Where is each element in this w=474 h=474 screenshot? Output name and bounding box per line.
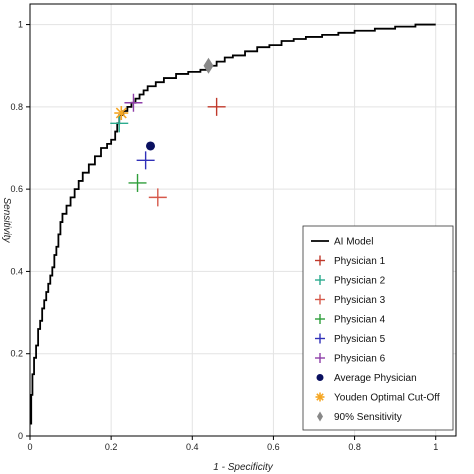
physician-2-marker (110, 114, 129, 133)
legend-swatch-physician-4 (315, 314, 325, 324)
legend-swatch-youden-optimal-cut-off (315, 392, 325, 402)
plot-frame (29, 3, 457, 437)
x-tick-label: 0.2 (105, 442, 118, 452)
legend-swatch-physician-6 (315, 353, 325, 363)
average-physician-marker (145, 141, 155, 151)
y-tick-label: 0.2 (10, 349, 23, 359)
legend-label-ai-model: AI Model (334, 237, 373, 248)
axis-ticks: 0 0.2 0.4 0.6 0.8 1 0 0.2 0.4 0.6 0.8 1 (10, 20, 438, 452)
x-tick-label: 0.4 (186, 442, 199, 452)
x-axis-title: 1 - Specificity (213, 462, 273, 473)
legend-box (302, 225, 454, 431)
y-tick-label: 1 (18, 20, 23, 30)
grid-lines (29, 4, 456, 437)
legend-label-physician-3: Physician 3 (334, 295, 386, 306)
legend-label-physician-5: Physician 5 (334, 334, 386, 345)
legend-label-physician-4: Physician 4 (334, 315, 386, 326)
x-tick-label: 0.6 (267, 442, 280, 452)
youden-cutoff-marker (114, 106, 129, 121)
x-tick-label: 0.8 (348, 442, 361, 452)
legend-swatch-average-physician (316, 374, 324, 381)
physician-6-marker (124, 93, 143, 112)
sensitivity-90-marker (203, 57, 214, 74)
legend-label-youden-optimal-cut-off: Youden Optimal Cut-Off (334, 393, 440, 404)
y-tick-label: 0.6 (10, 184, 23, 194)
physician-4-marker (128, 173, 147, 192)
legend-swatch-physician-3 (315, 294, 325, 305)
y-tick-label: 0.8 (10, 102, 23, 112)
marker-group (110, 57, 226, 207)
x-tick-label: 1 (433, 442, 438, 452)
physician-5-marker (136, 151, 155, 170)
legend-label-90-sensitivity: 90% Sensitivity (334, 412, 402, 423)
y-tick-label: 0.4 (10, 266, 23, 276)
legend: AI Model Physician 1 Physician 2 Physician … (302, 225, 454, 431)
x-tick-label: 0 (27, 442, 32, 452)
legend-label-physician-6: Physician 6 (334, 354, 386, 365)
y-axis-title: Sensitivity (1, 197, 12, 243)
legend-swatch-physician-5 (315, 333, 325, 344)
legend-label-physician-2: Physician 2 (334, 276, 386, 287)
legend-swatch-90-sensitivity (317, 411, 323, 422)
legend-swatch-physician-2 (315, 275, 325, 285)
physician-1-marker (207, 97, 226, 116)
legend-label-physician-1: Physician 1 (334, 256, 386, 267)
legend-label-average-physician: Average Physician (334, 373, 417, 384)
physician-3-marker (148, 188, 167, 207)
legend-swatch-physician-1 (315, 255, 325, 266)
y-tick-label: 0 (18, 431, 23, 441)
